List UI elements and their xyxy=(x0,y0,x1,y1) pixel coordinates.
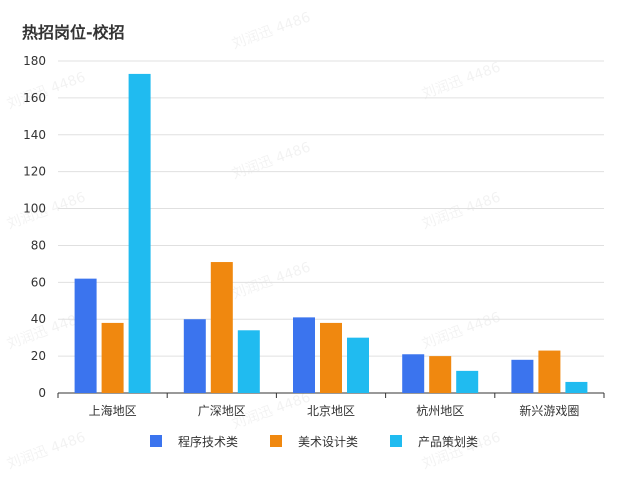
x-tick-label: 杭州地区 xyxy=(416,403,464,418)
bar-4-0 xyxy=(511,359,534,393)
legend-swatch xyxy=(390,435,402,447)
y-tick-label: 180 xyxy=(23,54,46,68)
legend-label: 程序技术类 xyxy=(178,434,238,449)
bar-3-0 xyxy=(402,354,425,393)
y-tick-label: 20 xyxy=(31,349,46,363)
legend-label: 美术设计类 xyxy=(298,435,358,449)
x-tick-label: 北京地区 xyxy=(307,404,355,418)
bar-2-1 xyxy=(320,322,342,393)
bar-1-0 xyxy=(183,319,206,393)
legend-swatch xyxy=(150,435,162,447)
y-tick-label: 60 xyxy=(31,275,46,289)
bar-2-2 xyxy=(347,337,369,393)
chart-title: 热招岗位-校招 xyxy=(22,23,125,42)
bar-4-1 xyxy=(538,350,561,393)
bar-3-2 xyxy=(456,370,479,393)
x-tick-label: 广深地区 xyxy=(198,404,246,418)
y-tick-label: 100 xyxy=(23,202,46,216)
bar-0-2 xyxy=(128,73,151,394)
bar-0-1 xyxy=(101,322,124,393)
legend-label: 产品策划类 xyxy=(418,435,478,449)
legend-swatch xyxy=(270,435,282,447)
y-tick-label: 140 xyxy=(23,128,46,142)
y-tick-label: 40 xyxy=(31,312,46,326)
x-tick-label: 上海地区 xyxy=(89,403,137,418)
x-tick-label: 新兴游戏圈 xyxy=(519,403,579,418)
bar-1-1 xyxy=(210,262,233,393)
y-tick-label: 160 xyxy=(23,91,46,105)
bar-1-2 xyxy=(237,330,260,393)
bar-0-0 xyxy=(74,278,97,393)
y-tick-label: 120 xyxy=(23,165,46,179)
bar-2-0 xyxy=(293,317,315,393)
y-tick-label: 0 xyxy=(38,386,46,400)
y-tick-label: 80 xyxy=(31,238,46,252)
bar-3-1 xyxy=(429,356,452,393)
bar-4-2 xyxy=(565,381,588,393)
